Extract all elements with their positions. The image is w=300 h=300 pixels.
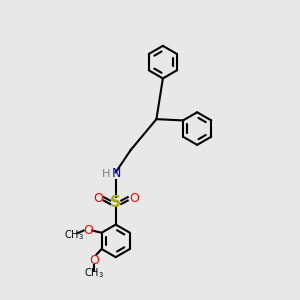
Text: N: N [112, 167, 121, 180]
Text: CH$_3$: CH$_3$ [84, 266, 104, 280]
Text: O: O [93, 192, 103, 206]
Text: O: O [129, 192, 139, 206]
Text: S: S [110, 195, 121, 210]
Text: O: O [83, 224, 93, 237]
Text: O: O [89, 254, 99, 268]
Text: H: H [102, 169, 110, 178]
Text: CH$_3$: CH$_3$ [64, 228, 84, 242]
